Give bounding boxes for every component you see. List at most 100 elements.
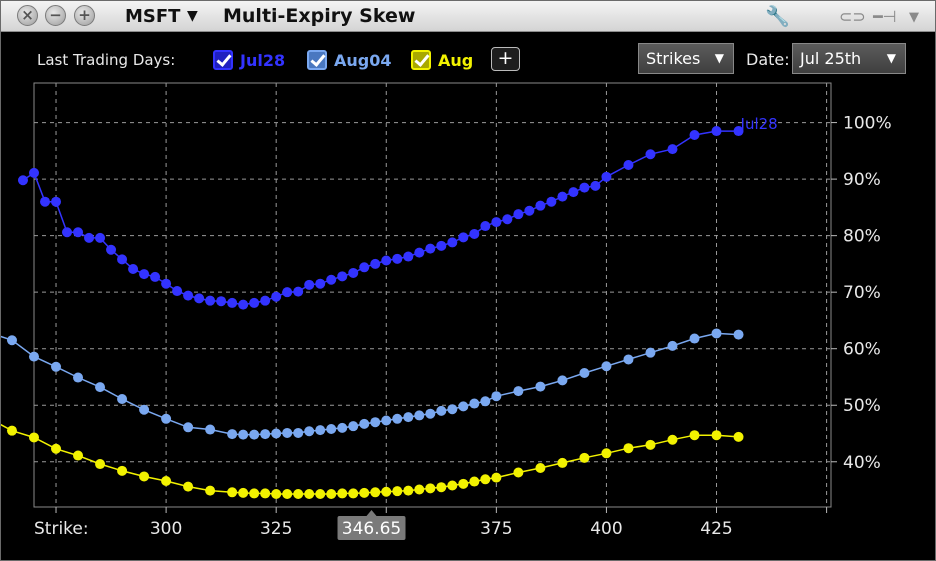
x-axis-label: Strike: <box>34 519 89 539</box>
data-point <box>392 486 403 497</box>
cursor-marker <box>366 510 377 516</box>
y-tick-label: 60% <box>843 340 881 360</box>
expiry-toggle-jul28[interactable]: Jul28 <box>213 48 285 72</box>
y-tick-label: 50% <box>843 396 881 416</box>
data-point <box>403 412 414 423</box>
date-dropdown-value: Jul 25th <box>800 49 862 68</box>
data-point <box>469 476 480 487</box>
data-point <box>513 209 524 220</box>
data-point <box>436 482 447 493</box>
chevron-down-icon: ▼ <box>886 51 896 65</box>
chevron-down-icon[interactable]: ▼ <box>187 8 198 24</box>
data-point <box>403 251 414 262</box>
data-point <box>304 279 315 290</box>
data-point <box>183 481 194 492</box>
data-point <box>381 486 392 497</box>
data-point <box>293 286 304 297</box>
data-point <box>117 254 128 265</box>
data-point <box>282 287 293 298</box>
close-icon[interactable]: × <box>17 5 38 26</box>
data-point <box>51 361 62 372</box>
expiry-label: Aug04 <box>334 50 392 70</box>
data-point <box>579 452 590 463</box>
add-expiry-button[interactable]: + <box>491 47 520 71</box>
data-point <box>568 187 579 198</box>
minimize-icon[interactable]: − <box>45 5 66 26</box>
data-point <box>359 262 370 273</box>
pin-icon[interactable]: ━⊣ <box>873 7 897 26</box>
data-point <box>447 404 458 415</box>
data-point <box>128 263 139 274</box>
data-point <box>381 415 392 426</box>
data-point <box>326 488 337 499</box>
checkbox-icon[interactable] <box>213 50 233 70</box>
data-point <box>271 291 282 302</box>
y-tick-label: 80% <box>843 227 881 247</box>
data-point <box>260 429 271 440</box>
expiry-toggle-aug04[interactable]: Aug04 <box>307 48 392 72</box>
data-point <box>194 293 205 304</box>
data-point <box>480 221 491 232</box>
strikes-dropdown-value: Strikes <box>646 49 701 68</box>
data-point <box>139 471 150 482</box>
data-point <box>733 126 744 137</box>
data-point <box>579 368 590 379</box>
checkbox-icon[interactable] <box>307 50 327 70</box>
maximize-icon[interactable]: + <box>74 5 95 26</box>
chevron-down-icon: ▼ <box>714 51 724 65</box>
window-menu-icon[interactable]: ▼ <box>909 10 919 25</box>
data-point <box>337 488 348 499</box>
data-point <box>513 386 524 397</box>
data-point <box>480 396 491 407</box>
data-point <box>667 434 678 445</box>
data-point <box>535 462 546 473</box>
data-point <box>425 243 436 254</box>
data-point <box>711 126 722 137</box>
data-point <box>601 448 612 459</box>
data-point <box>711 328 722 339</box>
data-point <box>491 391 502 402</box>
data-point <box>689 130 700 141</box>
data-point <box>403 485 414 496</box>
data-point <box>557 191 568 202</box>
data-point <box>271 488 282 499</box>
data-point <box>601 171 612 182</box>
data-point <box>535 200 546 211</box>
data-point <box>425 483 436 494</box>
link-icon[interactable]: ⊂⊃ <box>839 7 866 26</box>
data-point <box>260 488 271 499</box>
data-point <box>513 467 524 478</box>
data-point <box>436 405 447 416</box>
expiry-toggle-aug[interactable]: Aug <box>411 48 473 72</box>
data-point <box>205 424 216 435</box>
data-point <box>238 299 249 310</box>
data-point <box>293 488 304 499</box>
wrench-icon[interactable]: 🔧 <box>765 4 790 28</box>
data-point <box>315 425 326 436</box>
data-point <box>689 333 700 344</box>
data-point <box>29 351 39 362</box>
data-point <box>458 401 469 412</box>
checkbox-icon[interactable] <box>411 50 431 70</box>
strikes-dropdown[interactable]: Strikes ▼ <box>638 43 734 74</box>
expiry-label: Jul28 <box>240 50 286 70</box>
cursor-x-label: 346.65 <box>342 519 401 539</box>
symbol-selector[interactable]: MSFT <box>125 6 181 27</box>
data-point <box>645 347 656 358</box>
data-point <box>337 271 348 282</box>
data-point <box>348 267 359 278</box>
data-point <box>84 232 95 243</box>
data-point <box>139 269 150 280</box>
series-line-aug <box>1 423 739 495</box>
data-point <box>95 232 106 243</box>
x-tick-label: 300 <box>150 519 182 539</box>
date-dropdown[interactable]: Jul 25th ▼ <box>792 43 906 74</box>
data-point <box>172 286 183 297</box>
data-point <box>161 413 172 424</box>
data-point <box>590 180 601 191</box>
data-point <box>249 488 260 499</box>
data-point <box>106 244 117 255</box>
data-point <box>51 196 62 207</box>
